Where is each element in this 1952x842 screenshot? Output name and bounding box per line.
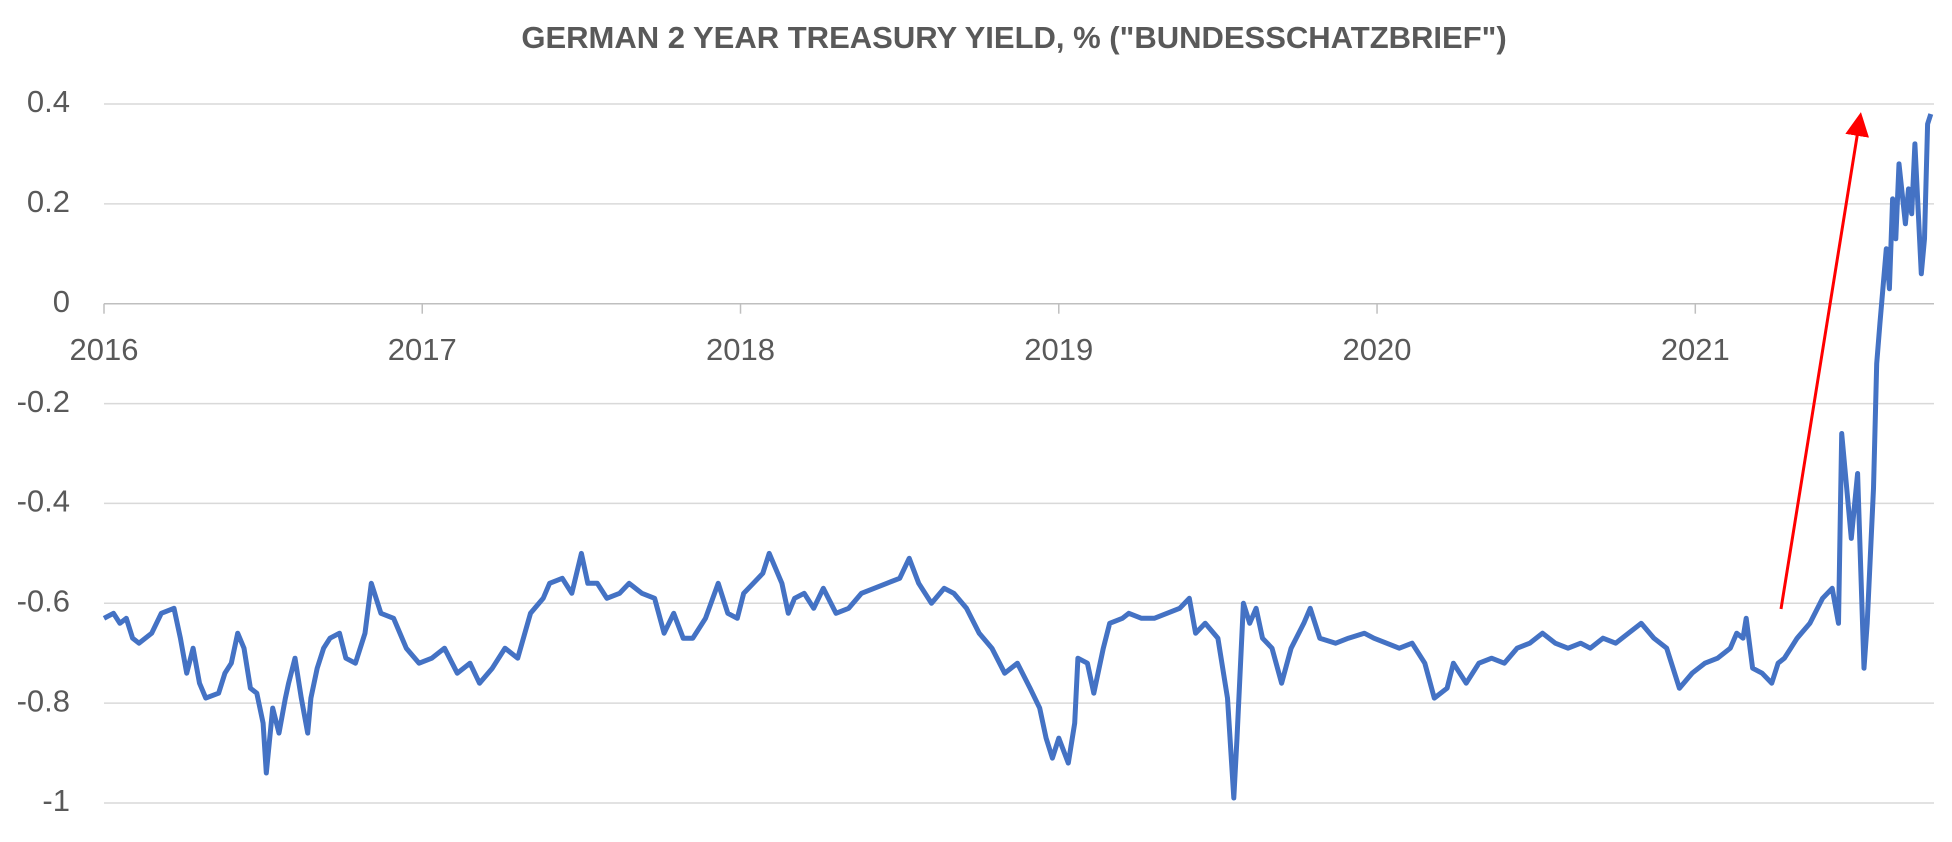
y-tick-label: 0 bbox=[53, 284, 70, 319]
plot-area bbox=[102, 113, 1934, 801]
y-tick-label: 0.4 bbox=[27, 84, 70, 119]
x-tick-label: 2019 bbox=[1024, 332, 1093, 367]
y-tick-label: -0.6 bbox=[17, 583, 70, 618]
chart-title: GERMAN 2 YEAR TREASURY YIELD, % ("BUNDES… bbox=[521, 20, 1506, 55]
x-tick-label: 2021 bbox=[1661, 332, 1730, 367]
x-tick-label: 2020 bbox=[1343, 332, 1412, 367]
y-tick-label: 0.2 bbox=[27, 184, 70, 219]
x-tick-label: 2016 bbox=[70, 332, 139, 367]
y-tick-label: -0.2 bbox=[17, 384, 70, 419]
annotation-arrow bbox=[1779, 112, 1869, 610]
x-tick-label: 2017 bbox=[388, 332, 457, 367]
grid: -1 -0.8 -0.6 -0.4 -0.2 0 0.2 0.4 2016 2017 2018 201… bbox=[17, 84, 1934, 818]
y-tick-label: -0.8 bbox=[17, 683, 70, 718]
x-tick-label: 2018 bbox=[706, 332, 775, 367]
line-series bbox=[102, 113, 1934, 801]
y-tick-label: -0.4 bbox=[17, 484, 70, 519]
y-tick-label: -1 bbox=[42, 783, 70, 818]
